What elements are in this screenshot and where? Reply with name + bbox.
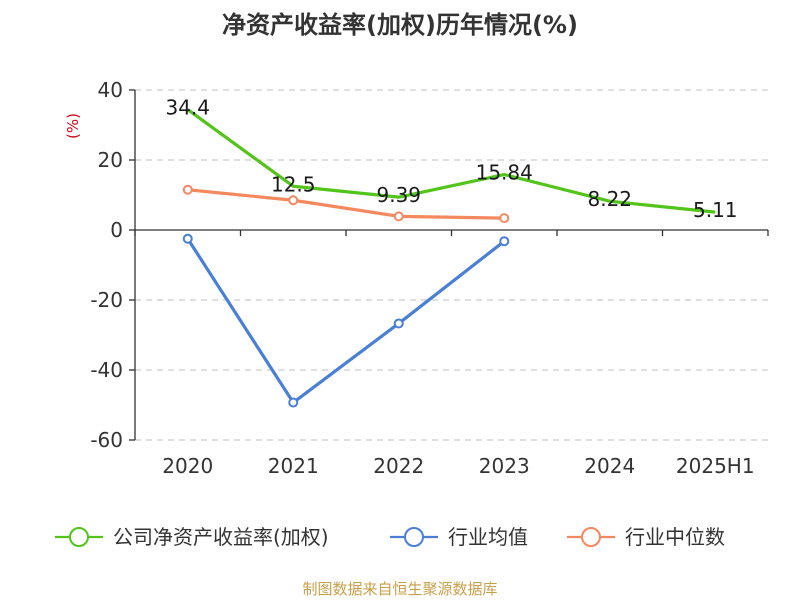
chart-title: 净资产收益率(加权)历年情况(%) [222, 11, 578, 39]
series-group [182, 184, 510, 224]
data-point [499, 213, 510, 224]
data-point [182, 184, 193, 195]
data-point [182, 233, 193, 244]
x-tick-label: 2025H1 [676, 454, 755, 478]
series-group [186, 108, 716, 214]
series-line [186, 237, 506, 405]
data-label: 8.22 [587, 187, 632, 211]
data-label: 15.84 [476, 161, 533, 185]
legend-label: 行业均值 [448, 525, 528, 549]
series-layer [182, 108, 716, 408]
data-point [393, 318, 404, 329]
y-axis-label: (%) [64, 113, 82, 139]
data-point [393, 211, 404, 222]
y-tick-label: -40 [90, 358, 123, 382]
x-tick-label: 2023 [479, 454, 530, 478]
data-label: 9.39 [376, 183, 421, 207]
y-tick-label: 20 [98, 148, 123, 172]
y-tick-label: 0 [110, 218, 123, 242]
legend-marker [69, 527, 89, 547]
legend-item: 公司净资产收益率(加权) [55, 525, 329, 549]
data-point [288, 397, 299, 408]
legend-marker [581, 527, 601, 547]
axis-layer: 40 20 0 -20 -40 -60 2020 2021 2022 2023 2024 2025H1 [90, 78, 769, 478]
legend-label: 公司净资产收益率(加权) [113, 525, 329, 549]
data-point [288, 195, 299, 206]
legend: 公司净资产收益率(加权) 行业均值 行业中位数 [55, 525, 725, 549]
x-tick-label: 2024 [584, 454, 635, 478]
series-line [186, 108, 716, 214]
data-label: 12.5 [271, 172, 316, 196]
y-tick-label: 40 [98, 78, 123, 102]
grid-layer [135, 89, 768, 441]
source-note: 制图数据来自恒生聚源数据库 [302, 580, 497, 598]
series-line [187, 188, 505, 220]
y-tick-label: -20 [90, 288, 123, 312]
y-tick-label: -60 [90, 428, 123, 452]
x-tick-label: 2020 [162, 454, 213, 478]
data-label: 5.11 [693, 198, 738, 222]
legend-marker [404, 527, 424, 547]
data-point [499, 236, 510, 247]
legend-item: 行业均值 [390, 525, 528, 549]
legend-item: 行业中位数 [567, 525, 725, 549]
x-tick-label: 2022 [373, 454, 424, 478]
data-label-layer: 34.4 12.5 9.39 15.84 8.22 5.11 [165, 96, 737, 223]
data-label: 34.4 [165, 96, 210, 120]
legend-label: 行业中位数 [625, 525, 725, 549]
x-tick-label: 2021 [268, 454, 319, 478]
series-group [182, 233, 510, 408]
